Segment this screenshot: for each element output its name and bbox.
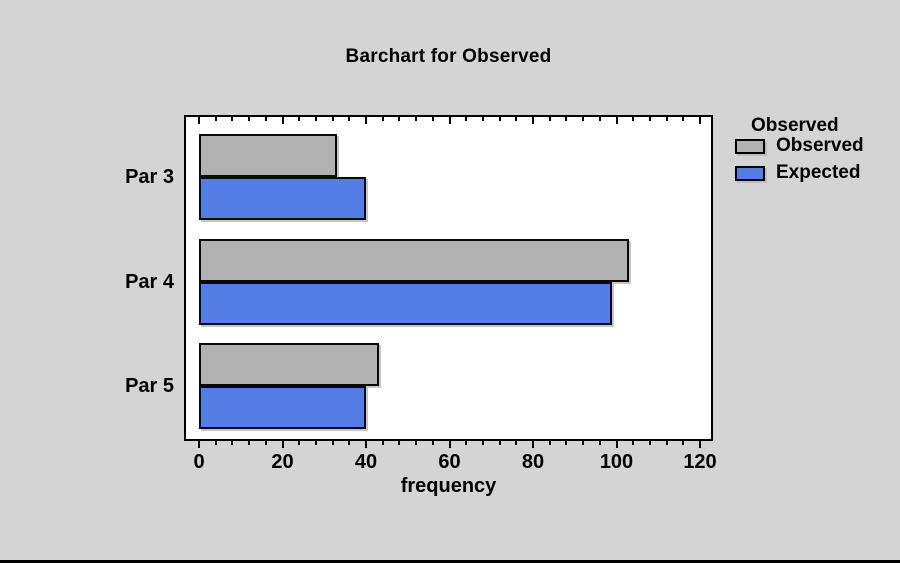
legend-title: Observed xyxy=(751,115,839,136)
x-axis-minor-tick xyxy=(582,441,585,445)
bar-observed-par-4 xyxy=(199,239,629,282)
x-axis-major-tick xyxy=(615,441,618,448)
x-tick-label: 20 xyxy=(271,451,294,473)
top-axis-minor-tick xyxy=(431,117,434,121)
top-axis-major-tick xyxy=(615,117,618,124)
legend-swatch-observed xyxy=(735,138,765,154)
legend-entry-expected: Expected xyxy=(735,162,861,183)
top-axis-major-tick xyxy=(532,117,534,124)
bottom-border-strip xyxy=(0,560,900,563)
x-tick-label: 80 xyxy=(521,451,545,473)
x-axis-major-tick xyxy=(365,441,367,448)
x-axis-major-tick xyxy=(699,441,701,448)
x-axis-minor-tick xyxy=(648,441,651,445)
x-axis-minor-tick xyxy=(298,441,301,445)
legend-entry-observed: Observed xyxy=(735,135,864,156)
legend-entry-label: Expected xyxy=(776,162,861,183)
x-axis-minor-tick xyxy=(598,441,601,445)
x-tick-label: 40 xyxy=(354,451,378,473)
x-axis-minor-tick xyxy=(231,441,234,445)
top-axis-minor-tick xyxy=(515,117,518,121)
bar-observed-par-3 xyxy=(199,134,337,177)
x-axis-minor-tick xyxy=(498,441,501,445)
x-axis-minor-tick xyxy=(565,441,568,445)
top-axis-minor-tick xyxy=(481,117,484,121)
x-axis-minor-tick xyxy=(431,441,434,445)
legend-swatch-expected xyxy=(735,165,765,181)
x-axis-minor-tick xyxy=(515,441,518,445)
x-axis-major-tick xyxy=(532,441,534,448)
top-axis-minor-tick xyxy=(331,117,334,121)
top-axis-major-tick xyxy=(198,117,200,124)
top-axis-minor-tick xyxy=(231,117,234,121)
category-label: Par 5 xyxy=(125,375,174,397)
x-axis-minor-tick xyxy=(381,441,384,445)
top-axis-minor-tick xyxy=(264,117,267,121)
top-axis-major-tick xyxy=(365,117,367,124)
x-axis-major-tick xyxy=(448,441,451,448)
x-axis-minor-tick xyxy=(465,441,468,445)
bar-expected-par-3 xyxy=(199,177,366,220)
category-label: Par 3 xyxy=(125,166,174,188)
top-axis-minor-tick xyxy=(314,117,317,121)
top-axis-minor-tick xyxy=(348,117,351,121)
x-axis-minor-tick xyxy=(331,441,334,445)
x-tick-label: 0 xyxy=(193,451,205,473)
x-tick-label: 100 xyxy=(599,451,634,473)
x-axis-minor-tick xyxy=(548,441,551,445)
top-axis-minor-tick xyxy=(214,117,217,121)
top-axis-minor-tick xyxy=(548,117,551,121)
x-axis-minor-tick xyxy=(398,441,401,445)
top-axis-minor-tick xyxy=(582,117,585,121)
x-axis-minor-tick xyxy=(665,441,668,445)
x-axis-minor-tick xyxy=(632,441,635,445)
x-axis-minor-tick xyxy=(214,441,217,445)
x-axis-label: frequency xyxy=(400,475,497,497)
bar-expected-par-5 xyxy=(199,386,366,429)
top-axis-minor-tick xyxy=(298,117,301,121)
x-axis-minor-tick xyxy=(348,441,351,445)
top-axis-minor-tick xyxy=(398,117,401,121)
top-axis-minor-tick xyxy=(632,117,635,121)
top-axis-minor-tick xyxy=(498,117,501,121)
bar-observed-par-5 xyxy=(199,343,379,386)
bar-expected-par-4 xyxy=(199,282,612,325)
x-axis-minor-tick xyxy=(415,441,418,445)
x-tick-label: 120 xyxy=(683,451,717,473)
x-axis-minor-tick xyxy=(314,441,317,445)
top-axis-minor-tick xyxy=(598,117,601,121)
plot-area xyxy=(184,115,713,441)
top-axis-minor-tick xyxy=(665,117,668,121)
category-label: Par 4 xyxy=(125,271,174,293)
x-axis-minor-tick xyxy=(481,441,484,445)
x-axis-major-tick xyxy=(198,441,200,448)
top-axis-minor-tick xyxy=(648,117,651,121)
top-axis-major-tick xyxy=(448,117,451,124)
top-axis-minor-tick xyxy=(682,117,685,121)
top-axis-minor-tick xyxy=(565,117,568,121)
top-axis-major-tick xyxy=(281,117,284,124)
top-axis-major-tick xyxy=(699,117,701,124)
top-axis-minor-tick xyxy=(415,117,418,121)
x-axis-major-tick xyxy=(281,441,284,448)
x-axis-minor-tick xyxy=(682,441,685,445)
top-axis-minor-tick xyxy=(465,117,468,121)
top-axis-minor-tick xyxy=(381,117,384,121)
x-tick-label: 60 xyxy=(438,451,461,473)
chart-title: Barchart for Observed xyxy=(345,46,552,67)
x-axis-minor-tick xyxy=(248,441,251,445)
legend-entry-label: Observed xyxy=(776,135,864,156)
x-axis-minor-tick xyxy=(264,441,267,445)
top-axis-minor-tick xyxy=(248,117,251,121)
